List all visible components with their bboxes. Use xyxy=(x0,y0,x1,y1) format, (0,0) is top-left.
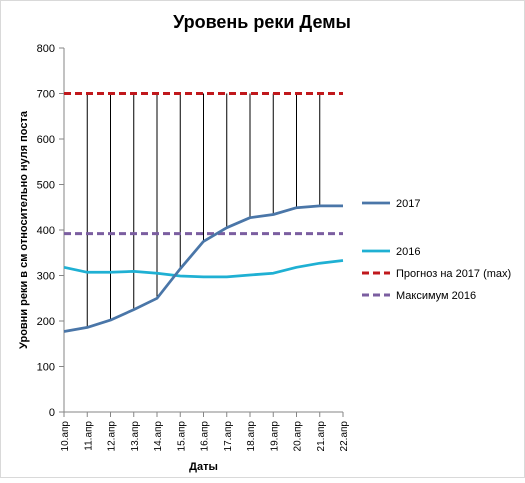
y-tick-label: 500 xyxy=(37,180,55,192)
x-tick-label: 19.апр xyxy=(269,421,280,452)
legend-label: Максимум 2016 xyxy=(396,290,476,302)
x-tick-label: 15.апр xyxy=(176,421,187,452)
x-tick-label: 17.апр xyxy=(223,421,234,452)
y-tick-label: 400 xyxy=(37,225,55,237)
x-tick-label: 20.апр xyxy=(293,421,304,452)
x-tick-label: 16.апр xyxy=(200,421,211,452)
y-tick-label: 0 xyxy=(49,407,55,419)
x-tick-label: 11.апр xyxy=(83,421,94,451)
x-tick-label: 18.апр xyxy=(246,421,257,452)
legend-label: Прогноз на 2017 (max) xyxy=(396,268,511,280)
x-tick-label: 14.апр xyxy=(153,421,164,452)
x-tick-label: 21.апр xyxy=(316,421,327,452)
y-tick-label: 600 xyxy=(37,134,55,146)
y-tick-label: 100 xyxy=(37,362,55,374)
x-tick-label: 10.апр xyxy=(60,421,71,452)
legend-label: 2017 xyxy=(396,198,420,210)
y-tick-label: 700 xyxy=(37,89,55,101)
legend-label: 2016 xyxy=(396,246,420,258)
y-tick-label: 300 xyxy=(37,271,55,283)
x-tick-label: 22.апр xyxy=(339,421,350,452)
x-tick-label: 12.апр xyxy=(107,421,118,452)
chart-title: Уровень реки Демы xyxy=(173,12,351,32)
x-axis-label: Даты xyxy=(189,461,218,473)
y-tick-label: 800 xyxy=(37,43,55,55)
series-line-1 xyxy=(63,204,343,333)
y-axis-label: Уровни реки в см относительно нуля поста xyxy=(18,110,30,349)
y-tick-label: 200 xyxy=(37,316,55,328)
x-tick-label: 13.апр xyxy=(130,421,141,452)
series-line-2 xyxy=(63,259,344,279)
